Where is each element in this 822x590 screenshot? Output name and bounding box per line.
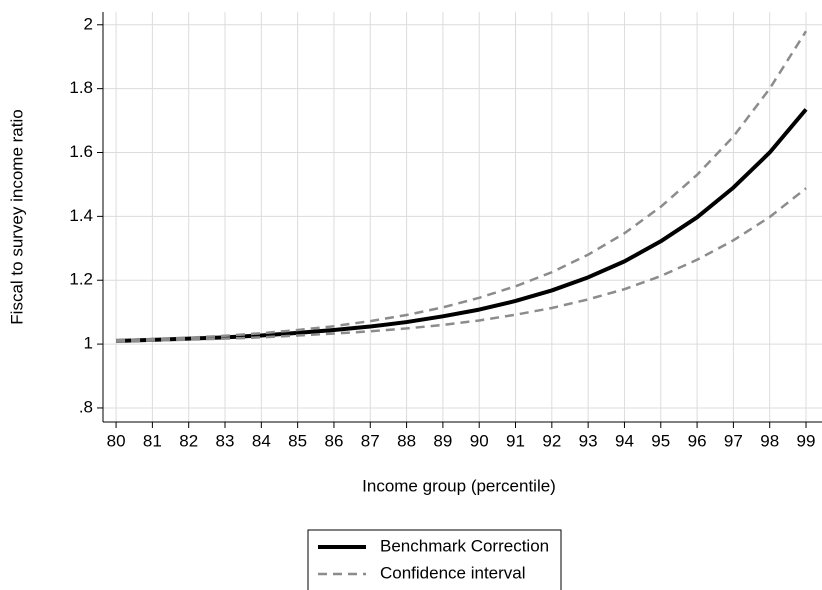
x-tick-label: 90 [470,431,489,450]
x-tick-label: 80 [107,431,126,450]
x-tick-label: 96 [688,431,707,450]
x-tick-label: 99 [797,431,816,450]
y-tick-label: .8 [79,397,93,416]
legend-label: Benchmark Correction [380,536,549,555]
y-axis-label: Fiscal to survey income ratio [7,109,26,324]
x-tick-label: 98 [760,431,779,450]
x-tick-label: 92 [542,431,561,450]
y-tick-label: 1.2 [69,270,93,289]
x-tick-label: 87 [361,431,380,450]
x-tick-label: 83 [216,431,235,450]
x-tick-label: 86 [324,431,343,450]
y-tick-label: 2 [84,14,93,33]
x-tick-label: 85 [288,431,307,450]
y-tick-label: 1.6 [69,142,93,161]
line [116,30,808,342]
x-tick-label: 81 [143,431,162,450]
legend-box [307,529,562,590]
x-axis-label: Income group (percentile) [362,476,556,495]
line [116,108,808,343]
x-tick-label: 95 [651,431,670,450]
legend-label: Confidence interval [380,563,526,582]
line [116,187,807,343]
y-tick-label: 1.8 [69,78,93,97]
x-tick-label: 84 [252,431,271,450]
y-tick-label: 1 [84,334,93,353]
x-tick-label: 91 [506,431,525,450]
x-tick-label: 97 [724,431,743,450]
x-tick-label: 94 [615,431,634,450]
x-tick-label: 82 [179,431,198,450]
x-tick-label: 93 [579,431,598,450]
x-tick-label: 88 [397,431,416,450]
y-tick-label: 1.4 [69,206,93,225]
x-tick-label: 89 [433,431,452,450]
